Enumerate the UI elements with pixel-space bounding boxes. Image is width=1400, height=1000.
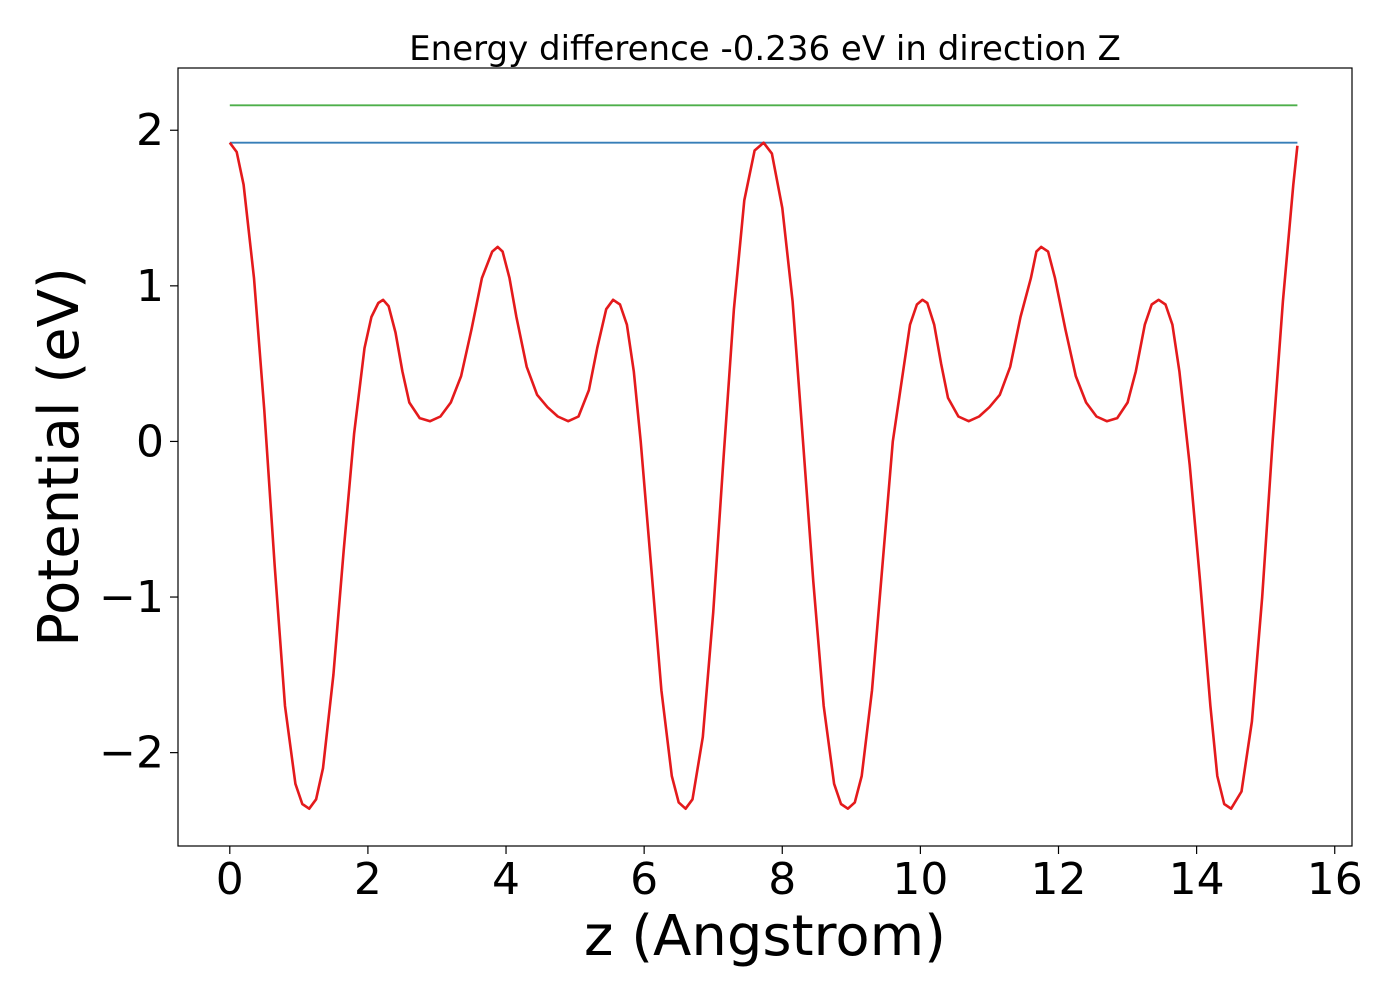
x-tick-label: 10: [892, 854, 948, 905]
x-tick-label: 16: [1307, 854, 1363, 905]
chart-title: Energy difference -0.236 eV in direction…: [409, 29, 1121, 69]
x-tick-label: 6: [630, 854, 658, 905]
x-tick-label: 14: [1169, 854, 1225, 905]
plot-area-frame: [177, 67, 1353, 847]
series-line-2: [228, 141, 1299, 811]
y-tick-label: −1: [99, 572, 164, 623]
x-tick-label: 12: [1031, 854, 1087, 905]
y-tick-label: 1: [136, 261, 164, 312]
series-layer: [228, 104, 1299, 811]
y-axis: −2 −1 0 1 2: [99, 105, 178, 779]
y-tick-label: 2: [136, 105, 164, 156]
x-axis: 0 2 4 6 8 10 12 14 16: [216, 846, 1363, 905]
y-tick-label: −2: [99, 728, 164, 779]
x-tick-label: 4: [492, 854, 520, 905]
x-tick-label: 0: [216, 854, 244, 905]
x-tick-label: 8: [768, 854, 796, 905]
x-axis-title: z (Angstrom): [584, 904, 946, 969]
x-tick-label: 2: [354, 854, 382, 905]
y-axis-title: Potential (eV): [27, 267, 92, 647]
y-tick-label: 0: [136, 416, 164, 467]
